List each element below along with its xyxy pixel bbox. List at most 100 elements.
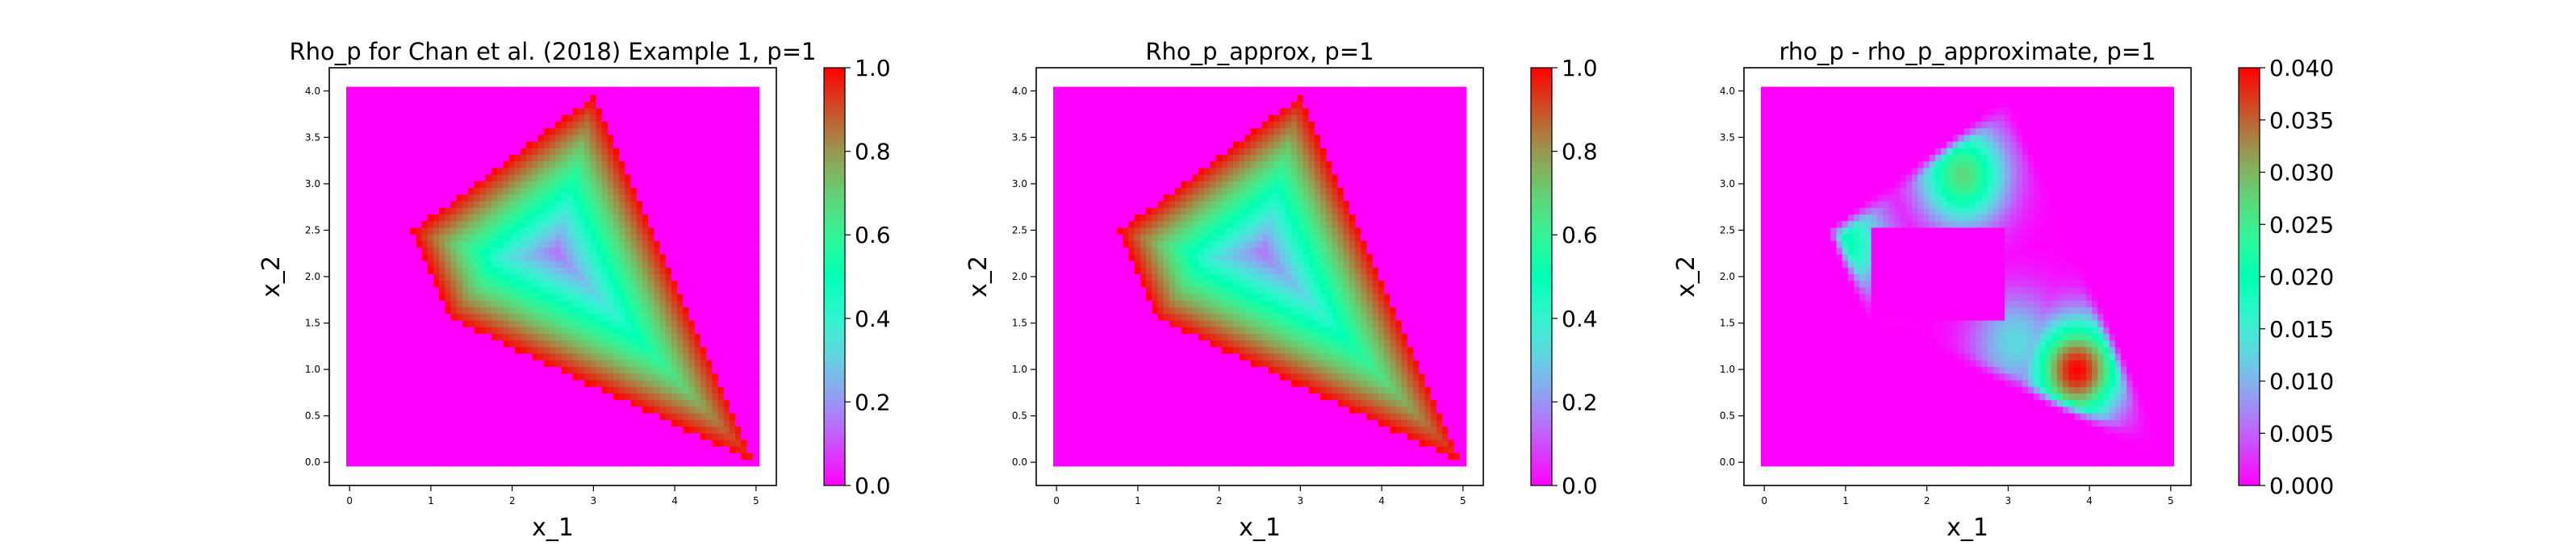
heatmap-point	[578, 146, 586, 155]
heatmap-point	[554, 305, 562, 315]
heatmap-point	[537, 185, 545, 195]
heatmap-point	[497, 352, 504, 360]
heatmap-point	[508, 458, 516, 467]
heatmap-point	[619, 133, 626, 142]
y-tick-label: 3.0	[305, 178, 320, 190]
heatmap-point	[654, 372, 661, 381]
heatmap-point	[1099, 418, 1106, 427]
heatmap-point	[369, 298, 377, 308]
heatmap-point	[601, 385, 608, 394]
heatmap-point	[1076, 193, 1084, 202]
heatmap-point	[554, 378, 562, 387]
heatmap-point	[683, 152, 690, 162]
heatmap-point	[549, 152, 557, 162]
heatmap-point	[746, 133, 754, 142]
heatmap-point	[583, 352, 592, 360]
heatmap-point	[352, 232, 359, 241]
heatmap-point	[578, 226, 586, 235]
heatmap-point	[433, 438, 441, 447]
heatmap-point	[439, 285, 446, 294]
heatmap-point	[514, 140, 522, 148]
heatmap-point	[479, 226, 487, 235]
heatmap-point	[345, 206, 353, 215]
heatmap-point	[648, 424, 655, 434]
heatmap-point	[404, 451, 412, 460]
heatmap-point	[381, 160, 388, 169]
heatmap-point	[613, 93, 621, 102]
heatmap-point	[654, 424, 661, 434]
heatmap-point	[729, 100, 737, 109]
heatmap-point	[358, 185, 365, 195]
heatmap-point	[1117, 458, 1124, 467]
heatmap-point	[601, 305, 608, 315]
heatmap-point	[1081, 279, 1089, 288]
heatmap-point	[549, 199, 557, 208]
heatmap-point	[613, 219, 621, 228]
heatmap-point	[485, 119, 493, 129]
heatmap-point	[642, 119, 650, 129]
heatmap-point	[625, 166, 632, 175]
heatmap-point	[596, 93, 603, 102]
heatmap-point	[735, 232, 742, 241]
heatmap-point	[619, 451, 626, 460]
heatmap-point	[381, 126, 388, 135]
heatmap-point	[456, 312, 464, 321]
heatmap-point	[508, 378, 516, 387]
heatmap-point	[479, 411, 487, 420]
heatmap-point	[543, 365, 551, 374]
heatmap-point	[625, 385, 632, 394]
heatmap-point	[648, 365, 655, 374]
heatmap-point	[450, 239, 458, 248]
heatmap-point	[654, 405, 661, 414]
heatmap-point	[1064, 285, 1072, 294]
heatmap-point	[532, 438, 539, 447]
heatmap-point	[619, 431, 626, 440]
heatmap-point	[583, 100, 592, 109]
heatmap-point	[462, 378, 470, 387]
heatmap-point	[503, 119, 510, 129]
heatmap-point	[578, 245, 586, 255]
heatmap-point	[387, 431, 394, 440]
heatmap-point	[752, 418, 760, 427]
heatmap-point	[485, 418, 493, 427]
heatmap-point	[491, 279, 499, 288]
heatmap-point	[619, 93, 626, 102]
heatmap-point	[1052, 140, 1060, 148]
heatmap-point	[613, 451, 621, 460]
heatmap-point	[474, 226, 481, 235]
heatmap-point	[369, 279, 377, 288]
heatmap-point	[526, 345, 533, 354]
heatmap-point	[358, 431, 365, 440]
heatmap-point	[572, 86, 579, 95]
heatmap-point	[1123, 451, 1130, 460]
heatmap-point	[741, 331, 748, 341]
heatmap-point	[1052, 133, 1060, 142]
heatmap-point	[1094, 86, 1101, 95]
heatmap-point	[387, 458, 394, 467]
heatmap-point	[578, 140, 586, 148]
heatmap-point	[369, 424, 377, 434]
heatmap-point	[554, 424, 562, 434]
heatmap-point	[450, 372, 458, 381]
heatmap-point	[625, 119, 632, 129]
heatmap-point	[625, 398, 632, 407]
heatmap-point	[1070, 325, 1077, 334]
heatmap-point	[561, 319, 568, 327]
heatmap-point	[601, 212, 608, 222]
heatmap-point	[392, 431, 399, 440]
heatmap-point	[392, 119, 399, 129]
heatmap-point	[462, 252, 470, 261]
heatmap-point	[706, 113, 713, 122]
heatmap-point	[462, 146, 470, 155]
heatmap-point	[514, 339, 522, 348]
heatmap-point	[433, 444, 441, 453]
heatmap-point	[583, 358, 592, 368]
heatmap-point	[532, 272, 539, 281]
heatmap-point	[381, 232, 388, 241]
heatmap-point	[445, 424, 452, 434]
heatmap-point	[567, 100, 574, 109]
heatmap-point	[474, 232, 481, 241]
heatmap-point	[345, 319, 353, 327]
heatmap-point	[671, 298, 679, 308]
